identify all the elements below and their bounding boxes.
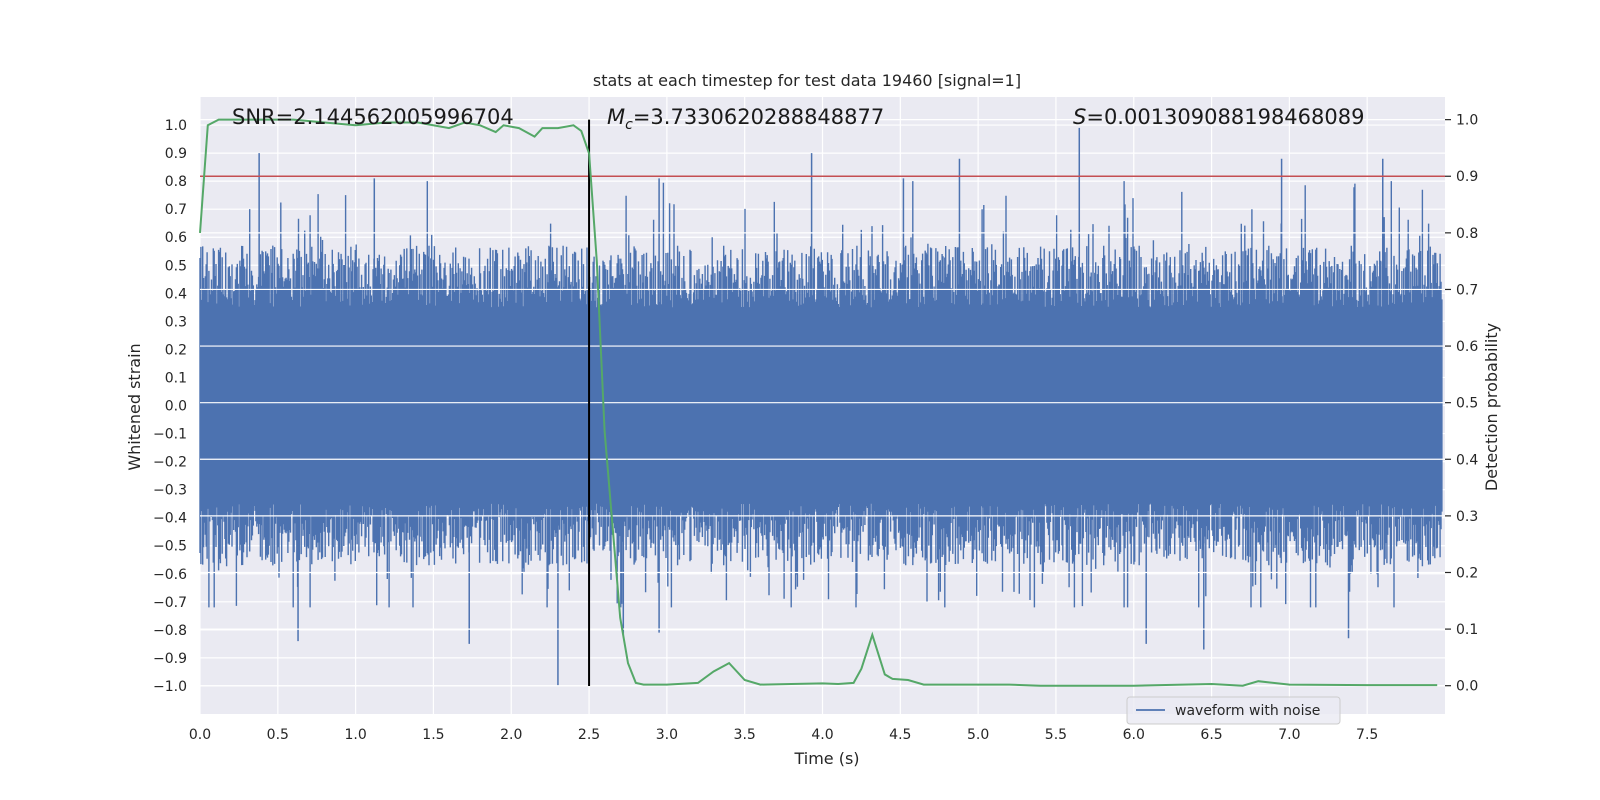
x-tick-label: 3.0 [656, 727, 678, 743]
y-tick-label: 1.0 [165, 118, 187, 134]
y2-tick-label: 0.1 [1456, 622, 1478, 638]
y-tick-label: 0.8 [165, 174, 187, 190]
x-tick-label: 7.5 [1356, 727, 1378, 743]
y-tick-label: 0.7 [165, 202, 187, 218]
y-tick-label: −0.5 [153, 539, 187, 555]
x-tick-label: 0.5 [267, 727, 289, 743]
detection-probability-line [199, 118, 1438, 687]
x-tick-label: 4.0 [811, 727, 833, 743]
chirp-mass-subscript: c [625, 117, 633, 133]
y-axis-label: Whitened strain [125, 343, 144, 470]
y-tick-label: −0.7 [153, 595, 187, 611]
y2-tick-label: 0.8 [1456, 226, 1478, 242]
x-tick-label: 5.0 [967, 727, 989, 743]
y-tick-label: −1.0 [153, 679, 187, 695]
y2-tick-label: 1.0 [1456, 113, 1478, 129]
x-tick-label: 4.5 [889, 727, 911, 743]
x-tick-label: 6.5 [1200, 727, 1222, 743]
y-tick-label: −0.9 [153, 651, 187, 667]
y-tick-label: −0.8 [153, 623, 187, 639]
s-value: =0.001309088198468089 [1086, 105, 1364, 129]
waveform-core-band [200, 355, 1442, 456]
chirp-mass-annotation: Mc=3.7330620288848877 [607, 105, 884, 133]
x-tick-label: 5.5 [1045, 727, 1067, 743]
y2-tick-label: 0.2 [1456, 565, 1478, 581]
x-tick-label: 1.5 [422, 727, 444, 743]
probability-layer [199, 118, 1445, 687]
chirp-mass-symbol: M [607, 105, 625, 129]
x-axis-label: Time (s) [793, 749, 859, 768]
y-tick-label: −0.3 [153, 483, 187, 499]
chirp-mass-value: =3.7330620288848877 [633, 105, 884, 129]
x-tick-label: 0.0 [189, 727, 211, 743]
y-tick-label: 0.1 [165, 370, 187, 386]
legend-label: waveform with noise [1175, 703, 1320, 719]
y2-axis-label: Detection probability [1482, 323, 1501, 491]
y2-tick-label: 0.5 [1456, 396, 1478, 412]
x-tick-label: 3.5 [734, 727, 756, 743]
x-tick-label: 2.0 [500, 727, 522, 743]
y-tick-label: −0.1 [153, 427, 187, 443]
waveform-layer [199, 119, 1445, 687]
chart-title: stats at each timestep for test data 194… [593, 71, 1021, 90]
snr-annotation: SNR=2.144562005996704 [232, 105, 514, 129]
y2-tick-label: 0.7 [1456, 282, 1478, 298]
y-tick-label: 0.2 [165, 342, 187, 358]
y-tick-label: −0.4 [153, 511, 187, 527]
y-tick-label: 0.0 [165, 399, 187, 415]
y-tick-label: −0.2 [153, 455, 187, 471]
y-tick-label: 0.4 [165, 286, 187, 302]
y2-tick-label: 0.0 [1456, 679, 1478, 695]
y-tick-label: 0.5 [165, 258, 187, 274]
legend: waveform with noise [1126, 696, 1341, 725]
y-tick-label: 0.9 [165, 146, 187, 162]
y2-tick-label: 0.9 [1456, 169, 1478, 185]
x-tick-label: 2.5 [578, 727, 600, 743]
y2-tick-label: 0.4 [1456, 452, 1478, 468]
s-annotation: S=0.001309088198468089 [1073, 105, 1364, 129]
y2-tick-label: 0.6 [1456, 339, 1478, 355]
y-tick-label: −0.6 [153, 567, 187, 583]
legend-box [1126, 696, 1341, 725]
x-tick-label: 6.0 [1123, 727, 1145, 743]
y2-tick-label: 0.3 [1456, 509, 1478, 525]
tick-layer: 0.0 0.5 1.0 1.5 2.0 2.5 3.0 3.5 4.0 4.5 5.0 5.5 6.0 6… [153, 113, 1478, 743]
x-tick-label: 1.0 [344, 727, 366, 743]
x-tick-label: 7.0 [1278, 727, 1300, 743]
y-tick-label: 0.3 [165, 314, 187, 330]
y-tick-label: 0.6 [165, 230, 187, 246]
s-symbol: S [1073, 105, 1086, 129]
